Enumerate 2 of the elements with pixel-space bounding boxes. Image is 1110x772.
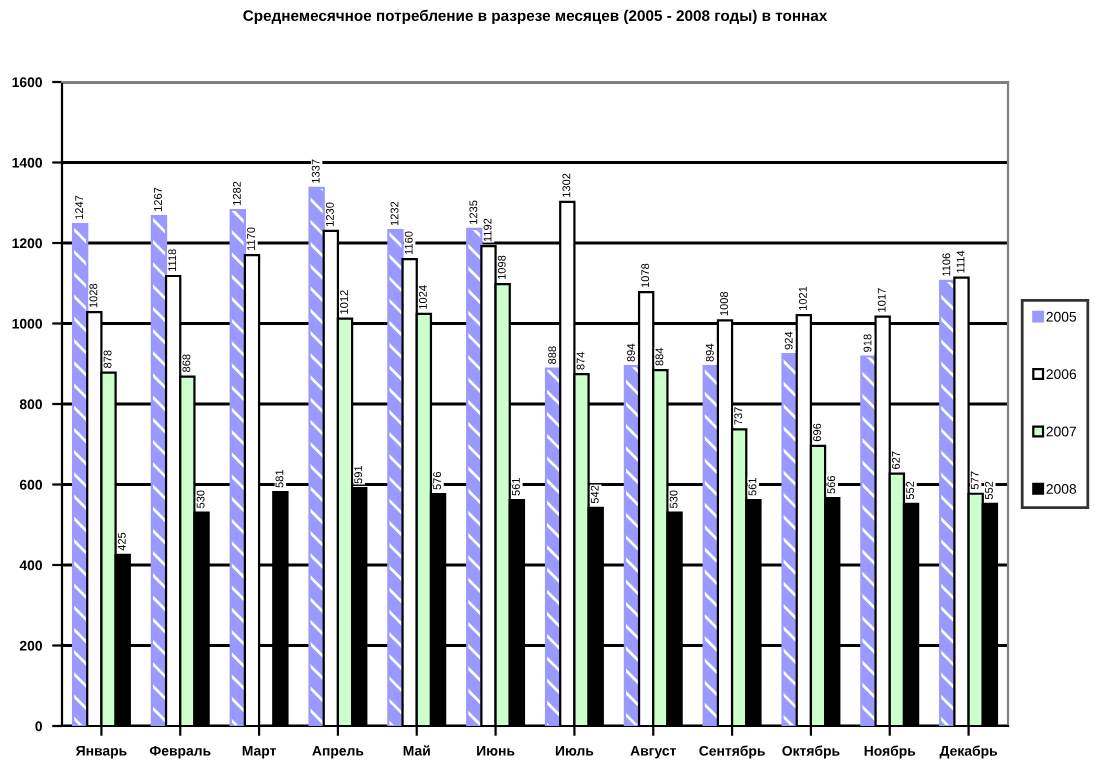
bar — [308, 186, 325, 726]
bar — [781, 352, 798, 726]
